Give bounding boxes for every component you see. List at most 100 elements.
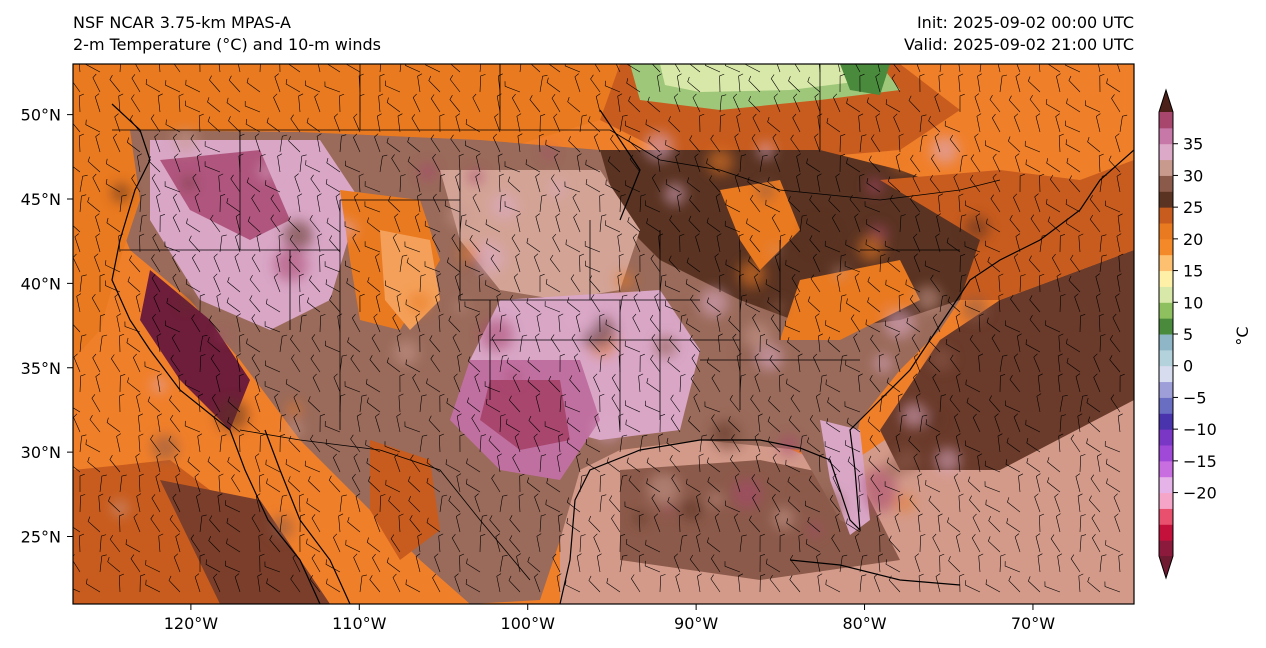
wind-barb — [1030, 214, 1041, 233]
wind-barb — [779, 533, 785, 553]
wind-barb — [911, 334, 921, 353]
wind-barb — [719, 273, 725, 293]
wind-barb — [576, 453, 581, 473]
wind-barb — [878, 553, 884, 573]
wind-barb — [290, 114, 301, 133]
wind-barb — [249, 274, 261, 293]
wind-barb — [294, 173, 301, 193]
wind-barb — [984, 240, 1001, 253]
wind-barb — [114, 113, 121, 133]
wind-barb — [306, 297, 321, 313]
wind-barb — [497, 453, 502, 473]
wind-barb — [1114, 513, 1121, 533]
wind-barb — [192, 173, 201, 193]
wind-barb — [729, 454, 741, 473]
wind-barb — [99, 314, 106, 333]
wind-barb — [155, 473, 161, 493]
wind-barb — [818, 333, 823, 353]
colorbar-extend-low — [1159, 556, 1173, 578]
wind-barb — [375, 413, 381, 433]
wind-barb — [653, 513, 661, 533]
wind-barb — [733, 93, 741, 113]
wind-barb — [999, 374, 1006, 393]
wind-barb — [865, 218, 881, 233]
wind-barb — [198, 393, 204, 413]
wind-barb — [825, 320, 841, 333]
wind-barb — [369, 575, 381, 593]
wind-barb — [564, 64, 581, 73]
wind-barb — [85, 119, 101, 133]
wind-barb — [938, 73, 944, 93]
wind-barb — [368, 476, 381, 493]
wind-barb — [953, 473, 961, 493]
wind-barb — [814, 133, 821, 153]
wind-barb — [358, 73, 364, 93]
wind-barb — [92, 353, 101, 373]
wind-barb — [306, 538, 321, 553]
wind-barb — [1037, 373, 1043, 393]
wind-barb — [385, 280, 401, 293]
wind-barb — [875, 113, 881, 133]
wind-barb — [717, 333, 723, 353]
texture-blob — [807, 522, 822, 537]
wind-barb — [404, 421, 421, 433]
colorbar-tick-label: −10 — [1183, 420, 1217, 439]
wind-barb — [73, 407, 81, 413]
wind-barb — [948, 556, 961, 573]
wind-barb — [899, 214, 906, 233]
wind-barb — [339, 354, 348, 373]
wind-barb — [446, 257, 461, 273]
wind-barb — [853, 333, 861, 353]
wind-barb — [350, 434, 361, 453]
wind-barb — [666, 437, 681, 453]
texture-blob — [769, 299, 786, 316]
wind-barb — [130, 554, 141, 573]
wind-barb — [513, 273, 521, 293]
wind-barb — [529, 95, 541, 113]
wind-barb — [379, 73, 385, 93]
wind-barb — [784, 320, 801, 333]
wind-barb — [829, 494, 841, 513]
wind-barb — [430, 134, 441, 153]
wind-barb — [1013, 413, 1021, 433]
wind-barb — [432, 153, 441, 173]
wind-barb — [194, 193, 201, 213]
wind-barb — [317, 64, 321, 73]
wind-barb — [579, 474, 587, 493]
wind-barb — [564, 181, 581, 193]
wind-barb — [558, 433, 564, 453]
wind-barb — [187, 456, 201, 473]
wind-barb — [689, 135, 701, 153]
wind-barb — [504, 201, 521, 213]
wind-barb — [816, 173, 822, 193]
wind-barb — [99, 474, 107, 493]
wind-barb — [947, 296, 961, 313]
wind-barb — [807, 516, 821, 533]
wind-barb — [675, 153, 681, 173]
colorbar-segment — [1159, 476, 1173, 494]
wind-barb — [515, 253, 521, 273]
wind-barb — [346, 278, 361, 293]
wind-barb — [972, 413, 981, 433]
wind-barb — [885, 279, 901, 293]
wind-barb — [898, 493, 904, 513]
wind-barb — [131, 74, 141, 93]
wind-barb — [317, 233, 323, 253]
wind-barb — [151, 494, 161, 513]
wind-barb — [898, 293, 904, 313]
wind-barb — [659, 274, 667, 293]
wind-barb — [394, 213, 401, 233]
texture-blob — [615, 271, 634, 290]
texture-blob — [927, 412, 942, 428]
wind-barb — [556, 453, 562, 473]
wind-barb — [647, 96, 661, 113]
wind-barb — [945, 339, 961, 353]
wind-barb — [778, 373, 785, 393]
wind-barb — [506, 357, 521, 373]
wind-barb — [339, 93, 345, 113]
wind-barb — [992, 173, 1001, 193]
wind-barb — [217, 493, 223, 513]
wind-barb — [765, 338, 781, 353]
wind-barb — [859, 73, 865, 93]
wind-barb — [527, 556, 541, 573]
